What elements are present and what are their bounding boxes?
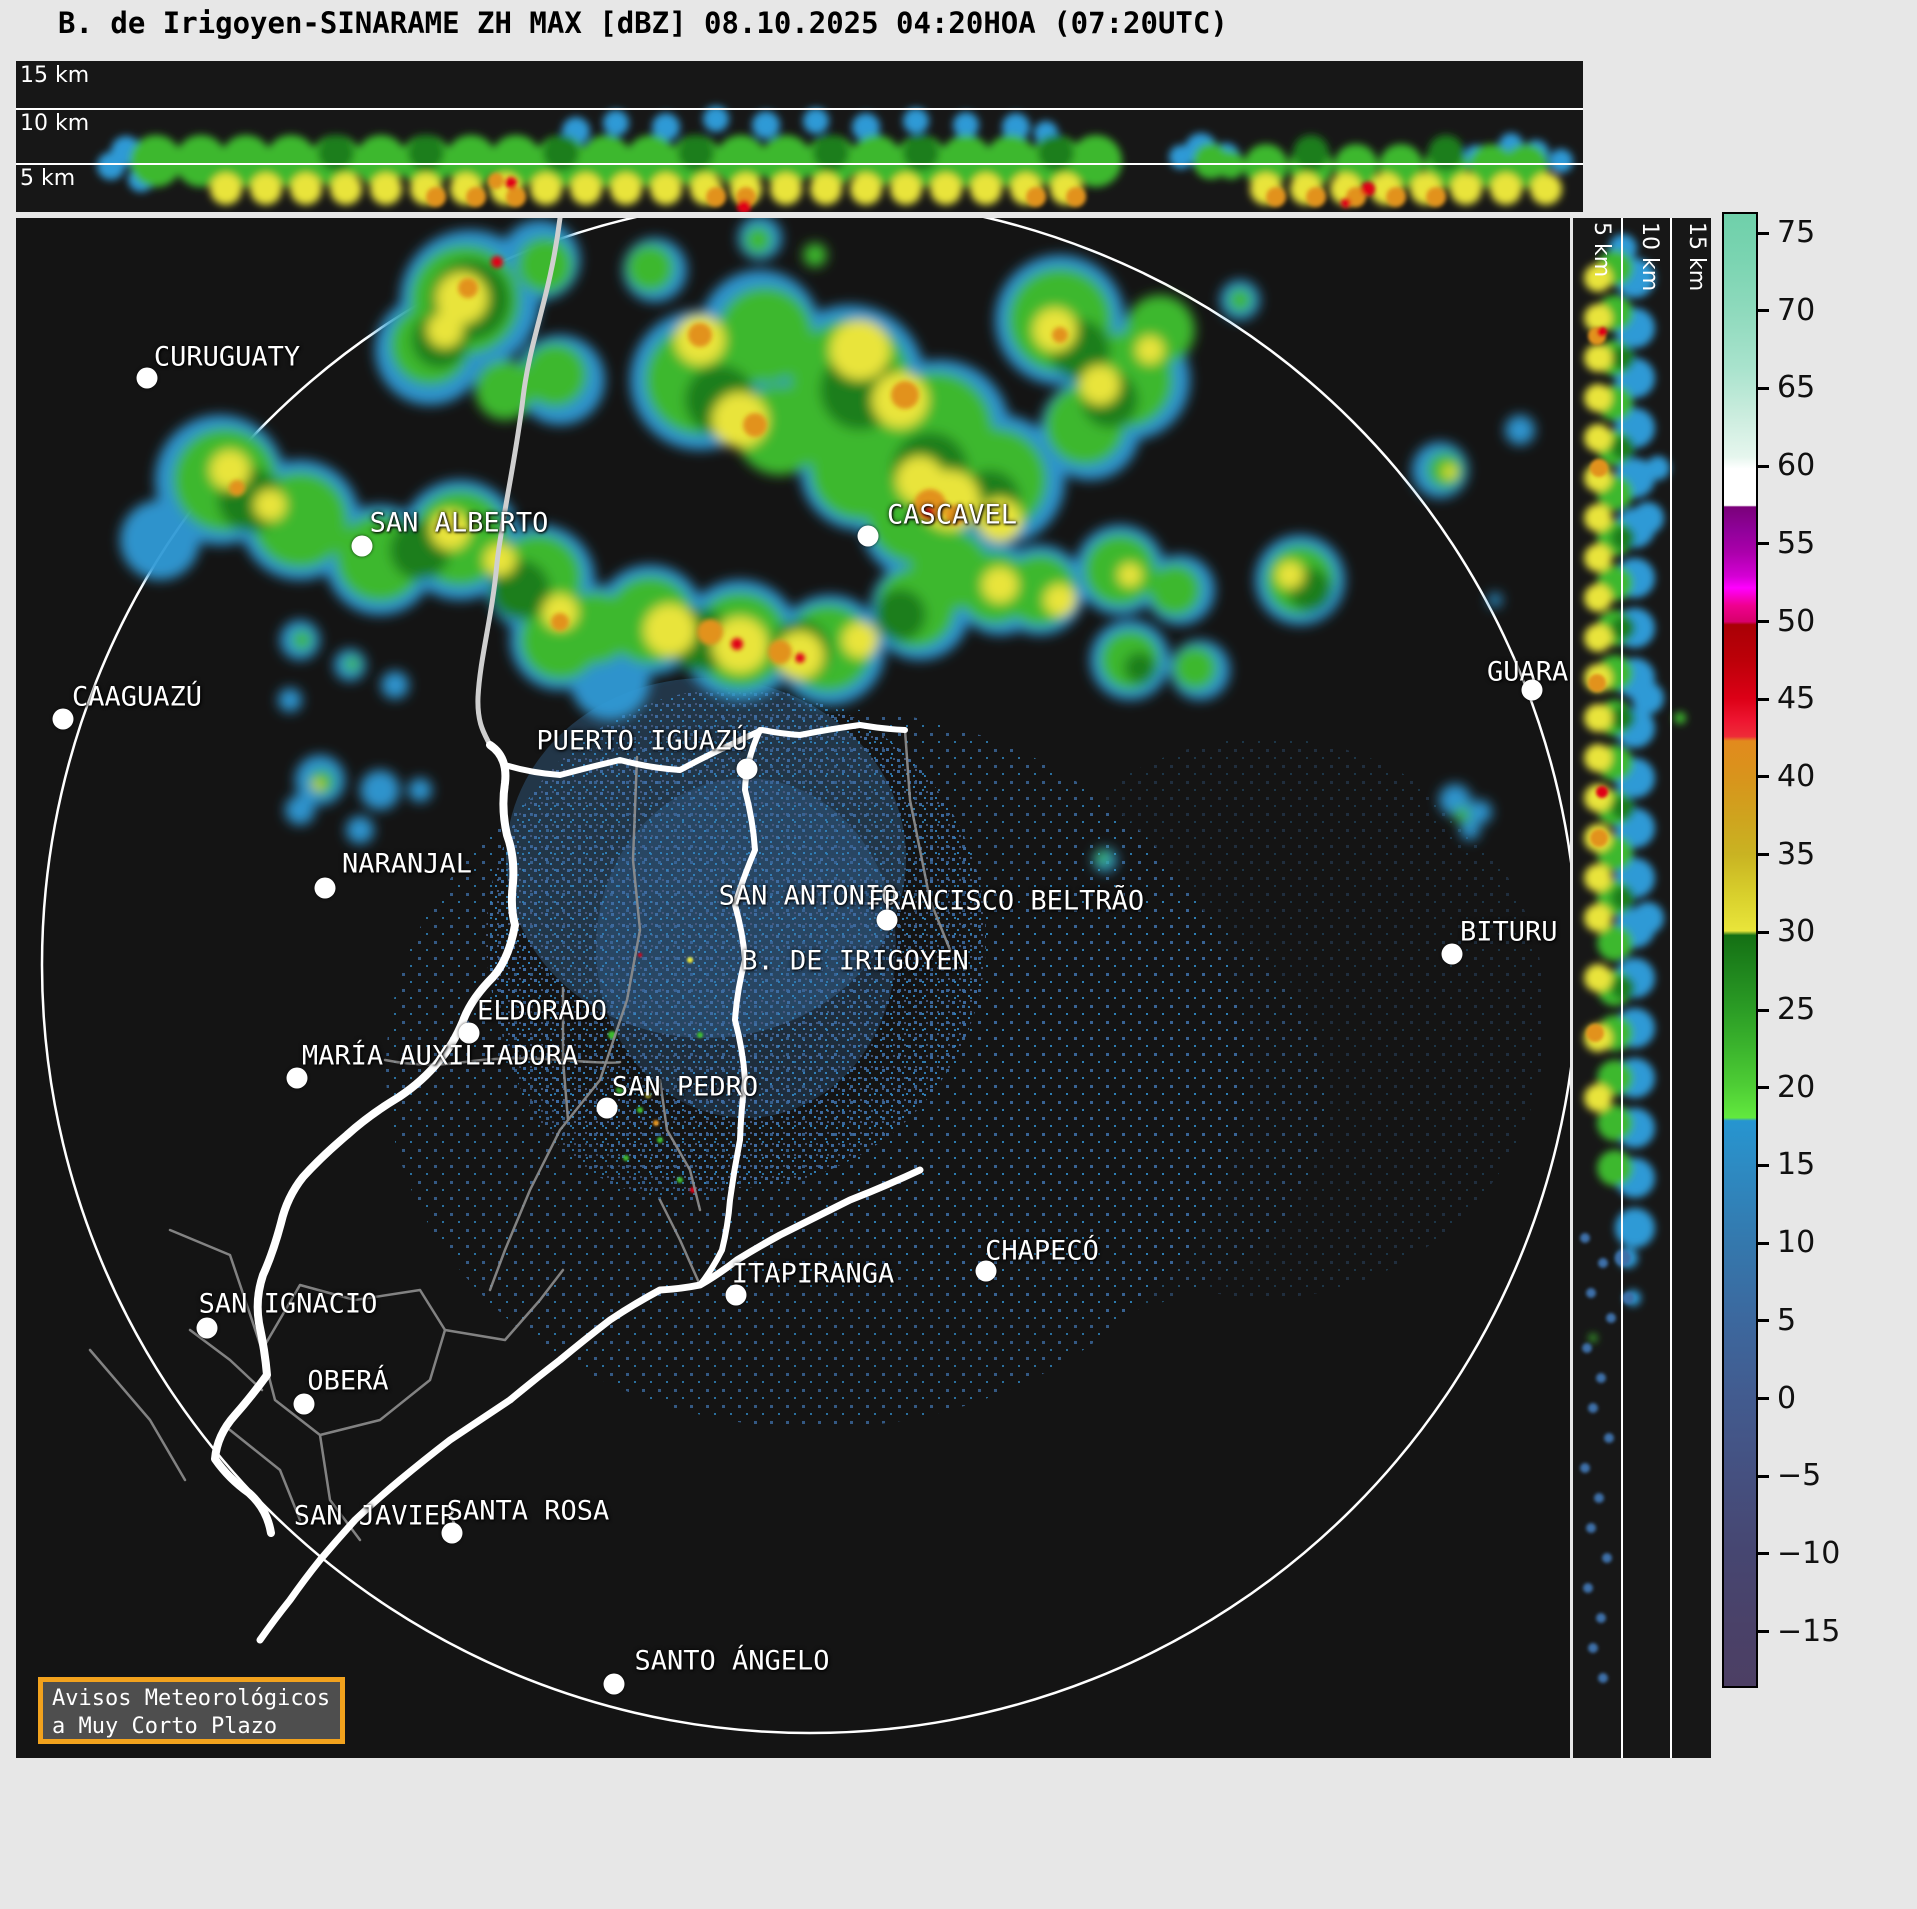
colorbar-tick-label: 5 <box>1777 1302 1797 1338</box>
colorbar-tick <box>1757 1008 1769 1012</box>
colorbar-tick-label: −10 <box>1777 1535 1841 1571</box>
colorbar-tick <box>1757 620 1769 623</box>
top-panel-label-5km: 5 km <box>20 166 76 191</box>
colorbar-tick-label: 55 <box>1777 525 1816 561</box>
colorbar-tick <box>1757 464 1769 468</box>
colorbar-tick-label: 65 <box>1777 370 1816 406</box>
cross-section-top-panel: 15 km 10 km 5 km <box>16 61 1583 212</box>
side-panel-label-5km: 5 km <box>1589 222 1614 278</box>
colorbar-tick <box>1757 697 1769 701</box>
colorbar-tick-label: 25 <box>1777 992 1816 1027</box>
colorbar-tick <box>1757 1319 1769 1323</box>
colorbar-tick <box>1757 1630 1769 1634</box>
warning-line-1: Avisos Meteorológicos <box>52 1686 331 1711</box>
colorbar-tick-label: 0 <box>1777 1380 1797 1416</box>
colorbar-tick-label: 60 <box>1777 448 1816 484</box>
range-ring <box>40 218 1570 1735</box>
river-parana-upper <box>475 218 563 748</box>
top-panel-5km-line <box>16 163 1583 165</box>
reflectivity-colorbar <box>1722 212 1758 1688</box>
footer: Servicio Meteorológico Nacional Argentin… <box>0 1758 1917 1909</box>
warning-banner: Avisos Meteorológicos a Muy Corto Plazo <box>38 1677 345 1744</box>
colorbar-tick-label: 40 <box>1777 758 1816 794</box>
top-panel-10km-line <box>16 108 1583 110</box>
colorbar-tick-label: 45 <box>1777 681 1816 717</box>
top-panel-label-10km: 10 km <box>20 111 90 136</box>
cross-section-side-panel: 5 km 10 km 15 km <box>1573 218 1711 1758</box>
colorbar-tick <box>1757 1163 1769 1167</box>
colorbar-tick-label: 20 <box>1777 1069 1816 1105</box>
colorbar-tick <box>1757 1241 1769 1245</box>
colorbar-tick <box>1757 853 1769 857</box>
colorbar-tick-label: 15 <box>1777 1147 1816 1183</box>
colorbar-tick <box>1757 1474 1769 1478</box>
warning-line-2: a Muy Corto Plazo <box>52 1714 278 1739</box>
colorbar-tick-label: −5 <box>1777 1458 1822 1494</box>
colorbar-tick-label: −15 <box>1777 1613 1841 1649</box>
colorbar-tick <box>1757 1552 1769 1556</box>
admin-borders <box>88 728 952 1542</box>
colorbar-tick <box>1757 309 1769 313</box>
colorbar-tick <box>1757 386 1769 390</box>
colorbar-tick-label: 50 <box>1777 603 1816 639</box>
radar-map-panel <box>16 218 1570 1758</box>
colorbar-tick-label: 10 <box>1777 1225 1816 1261</box>
side-panel-echoes <box>1580 234 1686 1683</box>
colorbar-tick <box>1757 775 1769 779</box>
colorbar-tick <box>1757 1397 1769 1400</box>
rivers <box>211 722 924 1644</box>
side-panel-10km-line <box>1670 218 1672 1758</box>
page-title: B. de Irigoyen-SINARAME ZH MAX [dBZ] 08.… <box>58 6 1228 40</box>
colorbar-tick <box>1757 930 1769 934</box>
top-panel-echoes <box>97 106 1573 212</box>
side-panel-5km-line <box>1621 218 1623 1758</box>
colorbar-tick <box>1757 542 1769 546</box>
colorbar-tick-label: 70 <box>1777 292 1816 328</box>
colorbar-tick-label: 75 <box>1777 215 1816 250</box>
colorbar-ticks: 75 70 65 60 55 50 45 40 35 30 25 20 15 10 5 0 −5 −10 −15 <box>1757 212 1917 1688</box>
colorbar-tick <box>1757 1086 1769 1090</box>
side-panel-label-10km: 10 km <box>1637 222 1662 292</box>
top-panel-label-15km: 15 km <box>20 63 90 88</box>
colorbar-tick <box>1757 231 1769 235</box>
colorbar-tick-label: 35 <box>1777 836 1816 872</box>
colorbar-tick-label: 30 <box>1777 914 1816 950</box>
radar-map-graphics <box>40 218 1570 1735</box>
side-panel-label-15km: 15 km <box>1684 222 1709 292</box>
